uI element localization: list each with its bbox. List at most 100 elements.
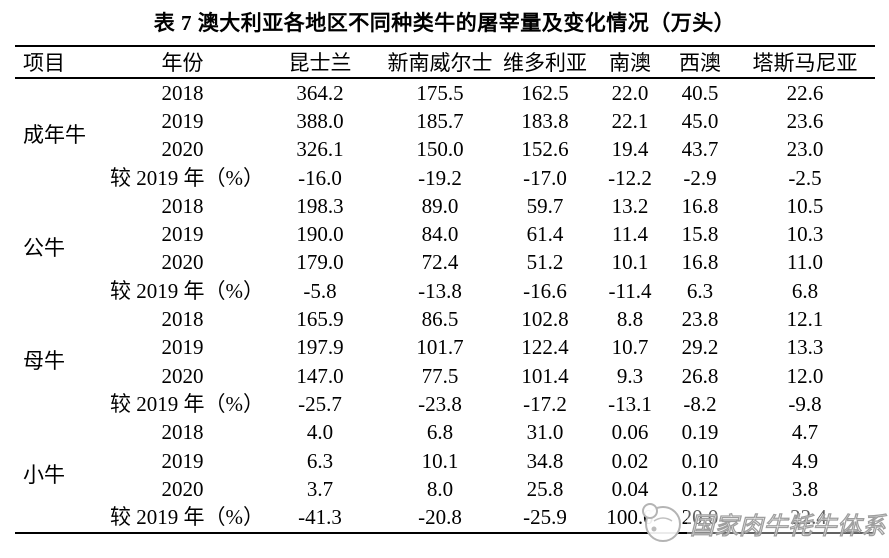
table-row: 2020 179.0 72.4 51.2 10.1 16.8 11.0	[15, 249, 875, 277]
value-cell: 43.7	[681, 137, 719, 162]
value-cell: -5.8	[303, 278, 337, 303]
value-cell: -12.2	[608, 165, 652, 190]
value-cell: 89.0	[421, 193, 459, 218]
table-row: 2019 6.3 10.1 34.8 0.02 0.10 4.9	[15, 447, 875, 475]
row-label: 较 2019 年（%）	[110, 165, 264, 190]
value-cell: 162.5	[521, 80, 569, 105]
value-cell: 0.06	[611, 420, 649, 445]
value-cell: 101.4	[521, 363, 569, 388]
value-cell: 10.1	[611, 250, 649, 275]
header-row: 项目 年份 昆士兰 新南威尔士 维多利亚 南澳 西澳 塔斯马尼亚	[15, 46, 875, 79]
value-cell: 6.3	[306, 448, 334, 473]
row-label: 2020	[161, 476, 204, 501]
value-cell: 12.0	[786, 363, 824, 388]
value-cell: 150.0	[416, 137, 464, 162]
value-cell: 23.0	[786, 137, 824, 162]
table-row: 较 2019 年（%） -25.7 -23.8 -17.2 -13.1 -8.2 -9.8	[15, 390, 875, 418]
value-cell: 0.04	[611, 476, 649, 501]
value-cell: 51.2	[526, 250, 564, 275]
value-cell: 6.8	[426, 420, 454, 445]
value-cell: 61.4	[526, 222, 564, 247]
value-cell: 147.0	[296, 363, 344, 388]
value-cell: -17.0	[523, 165, 567, 190]
table-row: 公牛 2018 198.3 89.0 59.7 13.2 16.8 10.5	[15, 192, 875, 259]
row-label: 2020	[161, 250, 204, 275]
table-row: 2020 147.0 77.5 101.4 9.3 26.8 12.0	[15, 362, 875, 390]
row-group-label: 公牛	[23, 236, 65, 261]
value-cell: 152.6	[521, 137, 569, 162]
table-title: 表 7 澳大利亚各地区不同种类牛的屠宰量及变化情况（万头）	[153, 11, 736, 35]
row-label: 2018	[161, 193, 204, 218]
table-row: 2019 190.0 84.0 61.4 11.4 15.8 10.3	[15, 220, 875, 248]
row-label: 2018	[161, 80, 204, 105]
value-cell: 8.0	[426, 476, 454, 501]
value-cell: 0.12	[681, 476, 719, 501]
value-cell: 72.4	[421, 250, 459, 275]
table-row: 较 2019 年（%） -41.3 -20.8 -25.9 100.0 20.0 -22.4	[15, 503, 875, 532]
value-cell: 25.8	[526, 476, 564, 501]
value-cell: 4.9	[791, 448, 819, 473]
value-cell: 20.0	[681, 505, 719, 530]
value-cell: 22.6	[786, 80, 824, 105]
header-tasmania: 塔斯马尼亚	[735, 46, 875, 79]
value-cell: 34.8	[526, 448, 564, 473]
row-label: 2019	[161, 222, 204, 247]
row-label: 2020	[161, 363, 204, 388]
value-cell: 10.1	[421, 448, 459, 473]
header-item: 项目	[15, 46, 110, 79]
value-cell: 16.8	[681, 250, 719, 275]
value-cell: 86.5	[421, 307, 459, 332]
value-cell: 13.3	[786, 335, 824, 360]
value-cell: 198.3	[296, 193, 344, 218]
value-cell: 122.4	[521, 335, 569, 360]
value-cell: 29.2	[681, 335, 719, 360]
header-victoria: 维多利亚	[495, 46, 595, 79]
value-cell: -16.0	[298, 165, 342, 190]
value-cell: 326.1	[296, 137, 344, 162]
value-cell: 197.9	[296, 335, 344, 360]
value-cell: 4.7	[791, 420, 819, 445]
table-row: 成年牛 2018 364.2 175.5 162.5 22.0 40.5 22.6	[15, 78, 875, 146]
value-cell: 11.4	[612, 222, 648, 247]
header-year: 年份	[110, 46, 255, 79]
row-label: 2019	[161, 108, 204, 133]
value-cell: 9.3	[616, 363, 644, 388]
value-cell: 183.8	[521, 108, 569, 133]
value-cell: 23.6	[786, 108, 824, 133]
value-cell: 3.7	[306, 476, 334, 501]
value-cell: 0.19	[681, 420, 719, 445]
value-cell: 11.0	[787, 250, 823, 275]
value-cell: 179.0	[296, 250, 344, 275]
row-label: 2019	[161, 448, 204, 473]
value-cell: 13.2	[611, 193, 649, 218]
row-label: 2019	[161, 335, 204, 360]
header-queensland: 昆士兰	[255, 46, 385, 79]
value-cell: 23.8	[681, 307, 719, 332]
value-cell: 101.7	[416, 335, 464, 360]
value-cell: 22.0	[611, 80, 649, 105]
value-cell: 84.0	[421, 222, 459, 247]
table-row: 2019 197.9 101.7 122.4 10.7 29.2 13.3	[15, 334, 875, 362]
value-cell: 40.5	[681, 80, 719, 105]
value-cell: -13.8	[418, 278, 462, 303]
value-cell: -19.2	[418, 165, 462, 190]
value-cell: 31.0	[526, 420, 564, 445]
value-cell: 22.1	[611, 108, 649, 133]
value-cell: -13.1	[608, 391, 652, 416]
value-cell: 16.8	[681, 193, 719, 218]
value-cell: 190.0	[296, 222, 344, 247]
value-cell: -8.2	[683, 391, 717, 416]
row-group-label: 成年牛	[23, 123, 86, 148]
table-row: 2020 326.1 150.0 152.6 19.4 43.7 23.0	[15, 136, 875, 164]
table-row: 母牛 2018 165.9 86.5 102.8 8.8 23.8 12.1	[15, 305, 875, 372]
row-group-label: 小牛	[23, 462, 65, 487]
value-cell: 6.8	[791, 278, 819, 303]
value-cell: 4.0	[306, 420, 334, 445]
table-row: 较 2019 年（%） -5.8 -13.8 -16.6 -11.4 6.3 6.8	[15, 277, 875, 305]
value-cell: -22.4	[783, 505, 827, 530]
document-page: 表 7 澳大利亚各地区不同种类牛的屠宰量及变化情况（万头） 项目 年份 昆士兰 …	[15, 11, 887, 542]
row-label: 2018	[161, 420, 204, 445]
value-cell: -17.2	[523, 391, 567, 416]
value-cell: 26.8	[681, 363, 719, 388]
table-row: 小牛 2018 4.0 6.8 31.0 0.06 0.19 4.7	[15, 419, 875, 486]
